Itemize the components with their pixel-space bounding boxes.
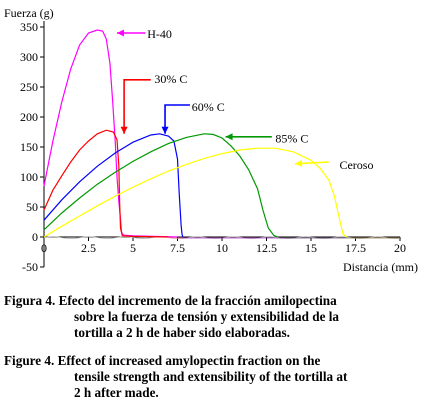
y-tick-label: -50	[22, 260, 38, 274]
annotation-label-ceroso: Ceroso	[339, 158, 373, 172]
annotation-label-30pct-c: 30% C	[154, 72, 187, 86]
annotation-layer: H-40 30% C 60% C 85% C Ceroso	[116, 27, 373, 172]
caption-spanish-text1: Efecto del incremento de la fracción ami…	[58, 293, 337, 308]
caption-spanish-line1: Figura 4. Efecto del incremento de la fr…	[4, 293, 430, 309]
x-tick-label: 20	[394, 241, 406, 255]
caption-spanish-line2: sobre la fuerza de tensión y extensibili…	[74, 309, 339, 324]
x-tick-label: 5	[130, 241, 136, 255]
caption-english-text1: Effect of increased amylopectin fraction…	[57, 353, 321, 368]
caption-spanish: Figura 4. Efecto del incremento de la fr…	[4, 293, 430, 341]
annotation-arrowhead-85pct-c	[225, 133, 233, 141]
y-tick-label: 250	[20, 80, 38, 94]
series-line-60pct-c	[43, 133, 184, 238]
annotation-arrowhead-30pct-c	[120, 126, 128, 134]
y-tick-label: 200	[20, 110, 38, 124]
series-line-85pct-c	[43, 133, 278, 238]
x-tick-label: 12.5	[256, 241, 277, 255]
caption-spanish-line3: tortilla a 2 h de haber sido elaboradas.	[74, 325, 290, 340]
label-layer: Fuerza (g) Distancia (mm)	[4, 6, 418, 274]
y-tick-label: 150	[20, 140, 38, 154]
annotation-arrow-30pct-c	[123, 79, 151, 134]
annotation-arrowhead-h-40	[116, 29, 124, 37]
y-tick-label: 300	[20, 50, 38, 64]
annotation-label-h-40: H-40	[147, 27, 172, 41]
y-axis-label: Fuerza (g)	[4, 6, 54, 20]
caption-spanish-label: Figura 4.	[4, 293, 56, 308]
x-axis-label: Distancia (mm)	[343, 260, 418, 274]
caption-english: Figure 4. Effect of increased amylopecti…	[4, 353, 430, 401]
series-line-ceroso	[43, 147, 347, 238]
x-tick-label: 15	[305, 241, 317, 255]
x-tick-label: 0	[41, 241, 47, 255]
x-tick-label: 7.5	[170, 241, 185, 255]
annotation-arrowhead-60pct-c	[161, 126, 169, 134]
y-tick-label: 100	[20, 170, 38, 184]
annotation-arrow-60pct-c	[164, 104, 190, 134]
annotation-label-85pct-c: 85% C	[275, 132, 308, 146]
series-line-30pct-c	[43, 129, 169, 238]
x-tick-label: 2.5	[81, 241, 96, 255]
y-tick-label: 350	[20, 20, 38, 34]
caption-english-label: Figure 4.	[4, 353, 55, 368]
y-tick-label: 0	[32, 230, 38, 244]
series-layer	[43, 29, 401, 239]
x-tick-label: 17.5	[345, 241, 366, 255]
x-tick-label: 10	[216, 241, 228, 255]
caption-english-line2: tensile strength and extensibility of th…	[74, 369, 348, 384]
caption-english-line3: 2 h after made.	[74, 385, 159, 400]
annotation-label-60pct-c: 60% C	[192, 100, 225, 114]
annotation-arrowhead-ceroso	[294, 159, 303, 167]
y-tick-label: 50	[26, 200, 38, 214]
caption-english-line1: Figure 4. Effect of increased amylopecti…	[4, 353, 430, 369]
